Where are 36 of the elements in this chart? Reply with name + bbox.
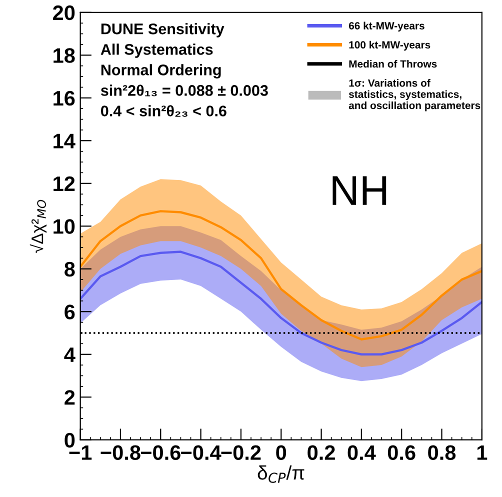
y-tick-label: 12 bbox=[54, 176, 75, 191]
x-tick-label: 0.8 bbox=[428, 445, 456, 460]
annotation: 0.4 < sin²θ₂₃ < 0.6 bbox=[101, 105, 226, 117]
x-tick-label: −0.4 bbox=[181, 445, 222, 460]
annotation: sin²2θ₁₃ = 0.088 ± 0.003 bbox=[100, 84, 268, 96]
x-tick-label: −0.6 bbox=[140, 445, 180, 460]
y-tick-label: 10 bbox=[54, 219, 75, 234]
legend-label: 1σ: Variations of statistics, systematics, and oscillation parameters bbox=[348, 79, 480, 112]
y-tick-label: 2 bbox=[64, 390, 75, 405]
y-axis-title: √Δχ²$_{MO}$ bbox=[30, 200, 47, 253]
y-tick-label: 4 bbox=[64, 348, 76, 362]
legend-label: Median of Throws bbox=[349, 60, 437, 68]
x-tick-label: 0 bbox=[276, 445, 286, 460]
annotation: All Systematics bbox=[100, 44, 213, 58]
x-tick-label: 0.4 bbox=[348, 445, 376, 460]
y-tick-label: 18 bbox=[54, 48, 75, 63]
legend-label: 66 kt-MW-years bbox=[348, 22, 424, 32]
line-series bbox=[80, 210, 482, 341]
x-tick-label: 1 bbox=[477, 445, 488, 460]
x-tick-label: 0.6 bbox=[388, 445, 416, 460]
line-series bbox=[80, 250, 482, 356]
x-tick-label: 0.2 bbox=[308, 445, 335, 460]
y-tick-label: 8 bbox=[64, 262, 75, 277]
x-tick-label: −0.8 bbox=[100, 445, 140, 460]
annotation: NH bbox=[332, 176, 386, 205]
x-tick-label: −0.2 bbox=[221, 445, 261, 460]
y-tick-label: 0 bbox=[64, 432, 75, 448]
annotation: DUNE Sensitivity bbox=[101, 23, 224, 38]
x-axis-title: δ$_{CP}$/π bbox=[258, 465, 304, 483]
y-tick-label: 20 bbox=[53, 5, 75, 20]
annotation: Normal Ordering bbox=[101, 64, 221, 78]
x-tick-label: −1 bbox=[69, 445, 92, 460]
y-tick-label: 14 bbox=[54, 134, 76, 148]
y-tick-label: 16 bbox=[54, 90, 75, 106]
y-tick-label: 6 bbox=[64, 304, 75, 320]
legend-label: 100 kt-MW-years bbox=[349, 40, 430, 51]
